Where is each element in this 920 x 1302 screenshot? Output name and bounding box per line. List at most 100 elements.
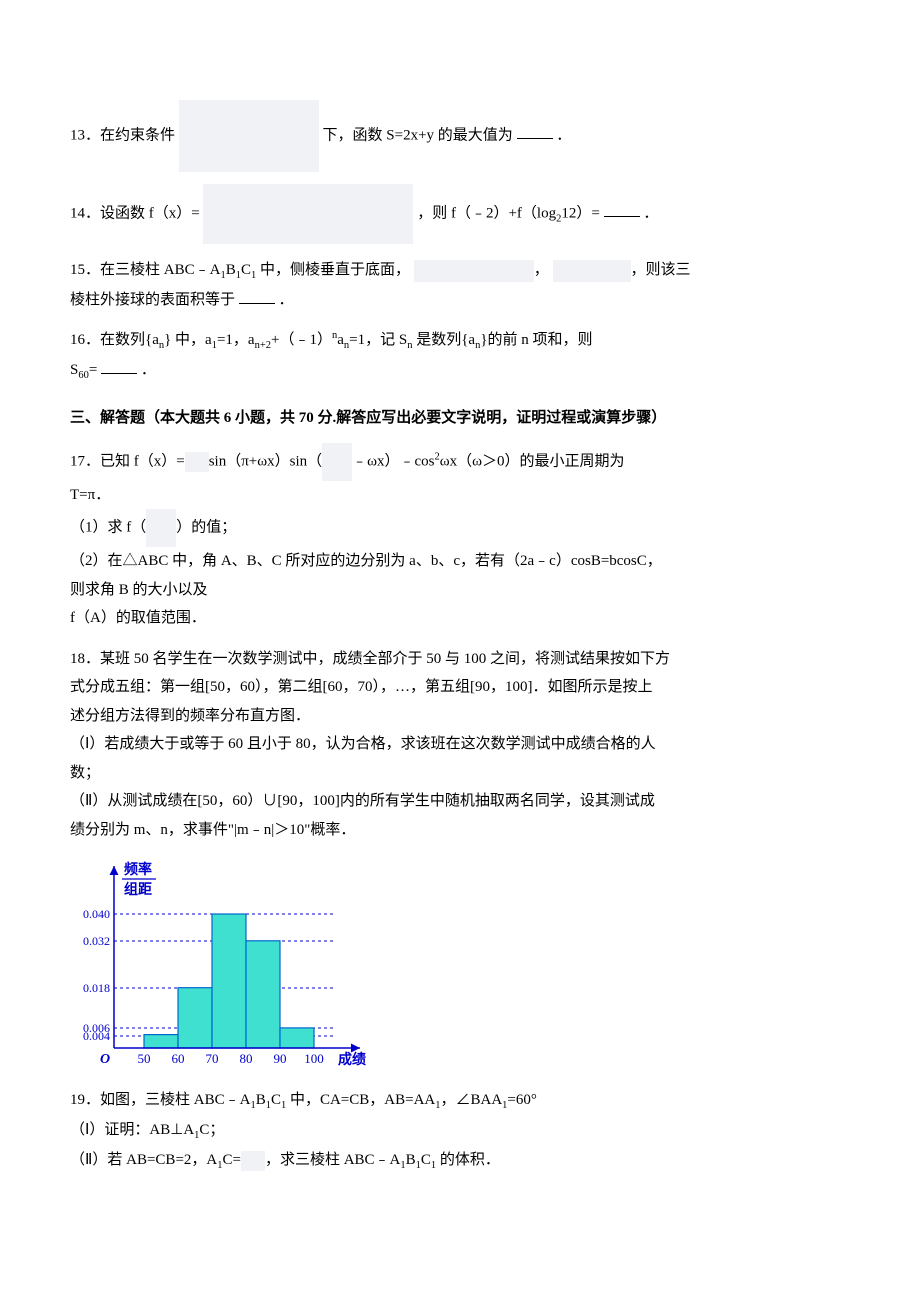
t: 16．在数列{a: [70, 332, 159, 348]
q15-line2: 棱柱外接球的表面积等于 ．: [70, 286, 850, 315]
svg-text:组距: 组距: [124, 881, 152, 898]
q18-l7: 绩分别为 m、n，求事件"|m﹣n|＞10"概率．: [70, 816, 850, 845]
q15-l1d: 中，侧棱垂直于底面，: [256, 262, 410, 278]
equation-image: [553, 260, 631, 282]
blank-fill: [101, 359, 137, 374]
sqrt3-image: [185, 452, 209, 472]
svg-text:O: O: [100, 1052, 110, 1067]
q18-l3: 述分组方法得到的频率分布直方图．: [70, 702, 850, 731]
piecewise-brace-image: [203, 184, 413, 244]
question-13: 13．在约束条件 下，函数 S=2x+y 的最大值为 ．: [70, 100, 850, 172]
t: 是数列{a: [412, 332, 475, 348]
svg-text:100: 100: [304, 1051, 324, 1066]
svg-text:0.032: 0.032: [83, 934, 110, 948]
q13-middle: 下，函数 S=2x+y 的最大值为: [323, 127, 513, 143]
t: ωx（ω＞0）的最小正周期为: [440, 453, 625, 469]
q15-l1e: ，: [534, 262, 549, 278]
q18-l5: 数；: [70, 759, 850, 788]
q17-p2l2: 则求角 B 的大小以及: [70, 576, 850, 605]
q18-l2: 式分成五组：第一组[50，60），第二组[60，70），…，第五组[90，100…: [70, 673, 850, 702]
question-17: 17．已知 f（x）=sin（π+ωx）sin（﹣ωx）﹣cos2ωx（ω＞0）…: [70, 443, 850, 633]
q15-l2a: 棱柱外接球的表面积等于: [70, 292, 235, 308]
q14-suffix: ．: [643, 205, 658, 221]
t: B: [406, 1152, 416, 1168]
t: ，求三棱柱 ABC﹣A: [265, 1152, 400, 1168]
svg-text:0.004: 0.004: [83, 1029, 110, 1043]
t: a: [337, 332, 344, 348]
blank-fill: [517, 124, 553, 139]
svg-text:80: 80: [240, 1051, 253, 1066]
q13-suffix: ．: [556, 127, 571, 143]
sub: n+2: [255, 340, 271, 351]
t: C=: [222, 1152, 240, 1168]
t: C；: [199, 1122, 224, 1138]
t: ）的值；: [176, 520, 236, 536]
t: ，∠BAA: [441, 1092, 503, 1108]
q16-line2: S60= ．: [70, 356, 850, 386]
histogram-svg: 0.0400.0320.0180.0060.0045060708090100O频…: [70, 852, 370, 1072]
sub: 60: [78, 370, 89, 381]
q17-l2: T=π．: [70, 481, 850, 510]
svg-text:50: 50: [138, 1051, 151, 1066]
section-3-header: 三、解答题（本大题共 6 小题，共 70 分.解答应写出必要文字说明，证明过程或…: [70, 404, 850, 433]
t: C: [421, 1152, 431, 1168]
t: sin（π+ωx）sin（: [209, 453, 322, 469]
t: =60°: [507, 1092, 536, 1108]
q15-l2b: ．: [279, 292, 294, 308]
q18-l4: （Ⅰ）若成绩大于或等于 60 且小于 80，认为合格，求该班在这次数学测试中成绩…: [70, 730, 850, 759]
question-19: 19．如图，三棱柱 ABC﹣A1B1C1 中，CA=CB，AB=AA1，∠BAA…: [70, 1086, 850, 1176]
q14-prefix: 14．设函数 f（x）=: [70, 205, 200, 221]
histogram-chart: 0.0400.0320.0180.0060.0045060708090100O频…: [70, 852, 850, 1072]
blank-fill: [604, 202, 640, 217]
t: 17．已知 f（x）=: [70, 453, 185, 469]
q15-l1b: B: [226, 262, 236, 278]
t: 中，CA=CB，AB=AA: [286, 1092, 435, 1108]
q19-p1: （Ⅰ）证明：AB⊥A1C；: [70, 1116, 850, 1146]
t: =1，a: [217, 332, 255, 348]
q14-middle: ，则 f（﹣2）+f（log: [417, 205, 556, 221]
question-16: 16．在数列{an} 中，a1=1，an+2+（﹣1）nan=1，记 Sn 是数…: [70, 326, 850, 386]
t: 19．如图，三棱柱 ABC﹣A: [70, 1092, 250, 1108]
t: }的前 n 项和，则: [480, 332, 592, 348]
t: （Ⅱ）若 AB=CB=2，A: [70, 1152, 217, 1168]
svg-text:成绩: 成绩: [338, 1051, 366, 1068]
constraint-brace-image: [179, 100, 319, 172]
q17-l1: 17．已知 f（x）=sin（π+ωx）sin（﹣ωx）﹣cos2ωx（ω＞0）…: [70, 443, 850, 481]
t: C: [271, 1092, 281, 1108]
equation-image: [414, 260, 534, 282]
question-14: 14．设函数 f（x）= ，则 f（﹣2）+f（log212）= ．: [70, 184, 850, 244]
q17-p2l3: f（A）的取值范围．: [70, 604, 850, 633]
t: （Ⅰ）证明：AB⊥A: [70, 1122, 194, 1138]
q13-prefix: 13．在约束条件: [70, 127, 175, 143]
t: +（﹣1）: [271, 332, 332, 348]
blank-fill: [239, 289, 275, 304]
q18-l6: （Ⅱ）从测试成绩在[50，60）∪[90，100]内的所有学生中随机抽取两名同学…: [70, 787, 850, 816]
t: } 中，a: [164, 332, 212, 348]
t: B: [256, 1092, 266, 1108]
q18-l1: 18．某班 50 名学生在一次数学测试中，成绩全部介于 50 与 100 之间，…: [70, 645, 850, 674]
q15-line1: 15．在三棱柱 ABC﹣A1B1C1 中，侧棱垂直于底面， ， ，则该三: [70, 256, 850, 286]
sqrt6-image: [241, 1151, 265, 1171]
q15-l1c: C: [241, 262, 251, 278]
question-15: 15．在三棱柱 ABC﹣A1B1C1 中，侧棱垂直于底面， ， ，则该三 棱柱外…: [70, 256, 850, 314]
fraction-image: [322, 443, 352, 481]
t: ﹣ωx）﹣cos: [352, 453, 434, 469]
q19-p2: （Ⅱ）若 AB=CB=2，A1C=，求三棱柱 ABC﹣A1B1C1 的体积．: [70, 1146, 850, 1176]
q16-line1: 16．在数列{an} 中，a1=1，an+2+（﹣1）nan=1，记 Sn 是数…: [70, 326, 850, 356]
svg-text:90: 90: [274, 1051, 287, 1066]
q15-l1a: 15．在三棱柱 ABC﹣A: [70, 262, 220, 278]
q17-p1: （1）求 f（ ）的值；: [70, 509, 850, 547]
q17-p2l1: （2）在△ABC 中，角 A、B、C 所对应的边分别为 a、b、c，若有（2a﹣…: [70, 547, 850, 576]
svg-text:0.018: 0.018: [83, 981, 110, 995]
svg-text:60: 60: [172, 1051, 185, 1066]
fraction-image: [146, 509, 176, 547]
svg-text:70: 70: [206, 1051, 219, 1066]
q19-l1: 19．如图，三棱柱 ABC﹣A1B1C1 中，CA=CB，AB=AA1，∠BAA…: [70, 1086, 850, 1116]
t: =: [89, 362, 97, 378]
t: （1）求 f（: [70, 520, 146, 536]
svg-text:频率: 频率: [124, 861, 152, 878]
q14-middle2: 12）=: [561, 205, 599, 221]
t: ．: [141, 362, 156, 378]
q15-l1f: ，则该三: [631, 262, 691, 278]
t: =1，记 S: [349, 332, 407, 348]
